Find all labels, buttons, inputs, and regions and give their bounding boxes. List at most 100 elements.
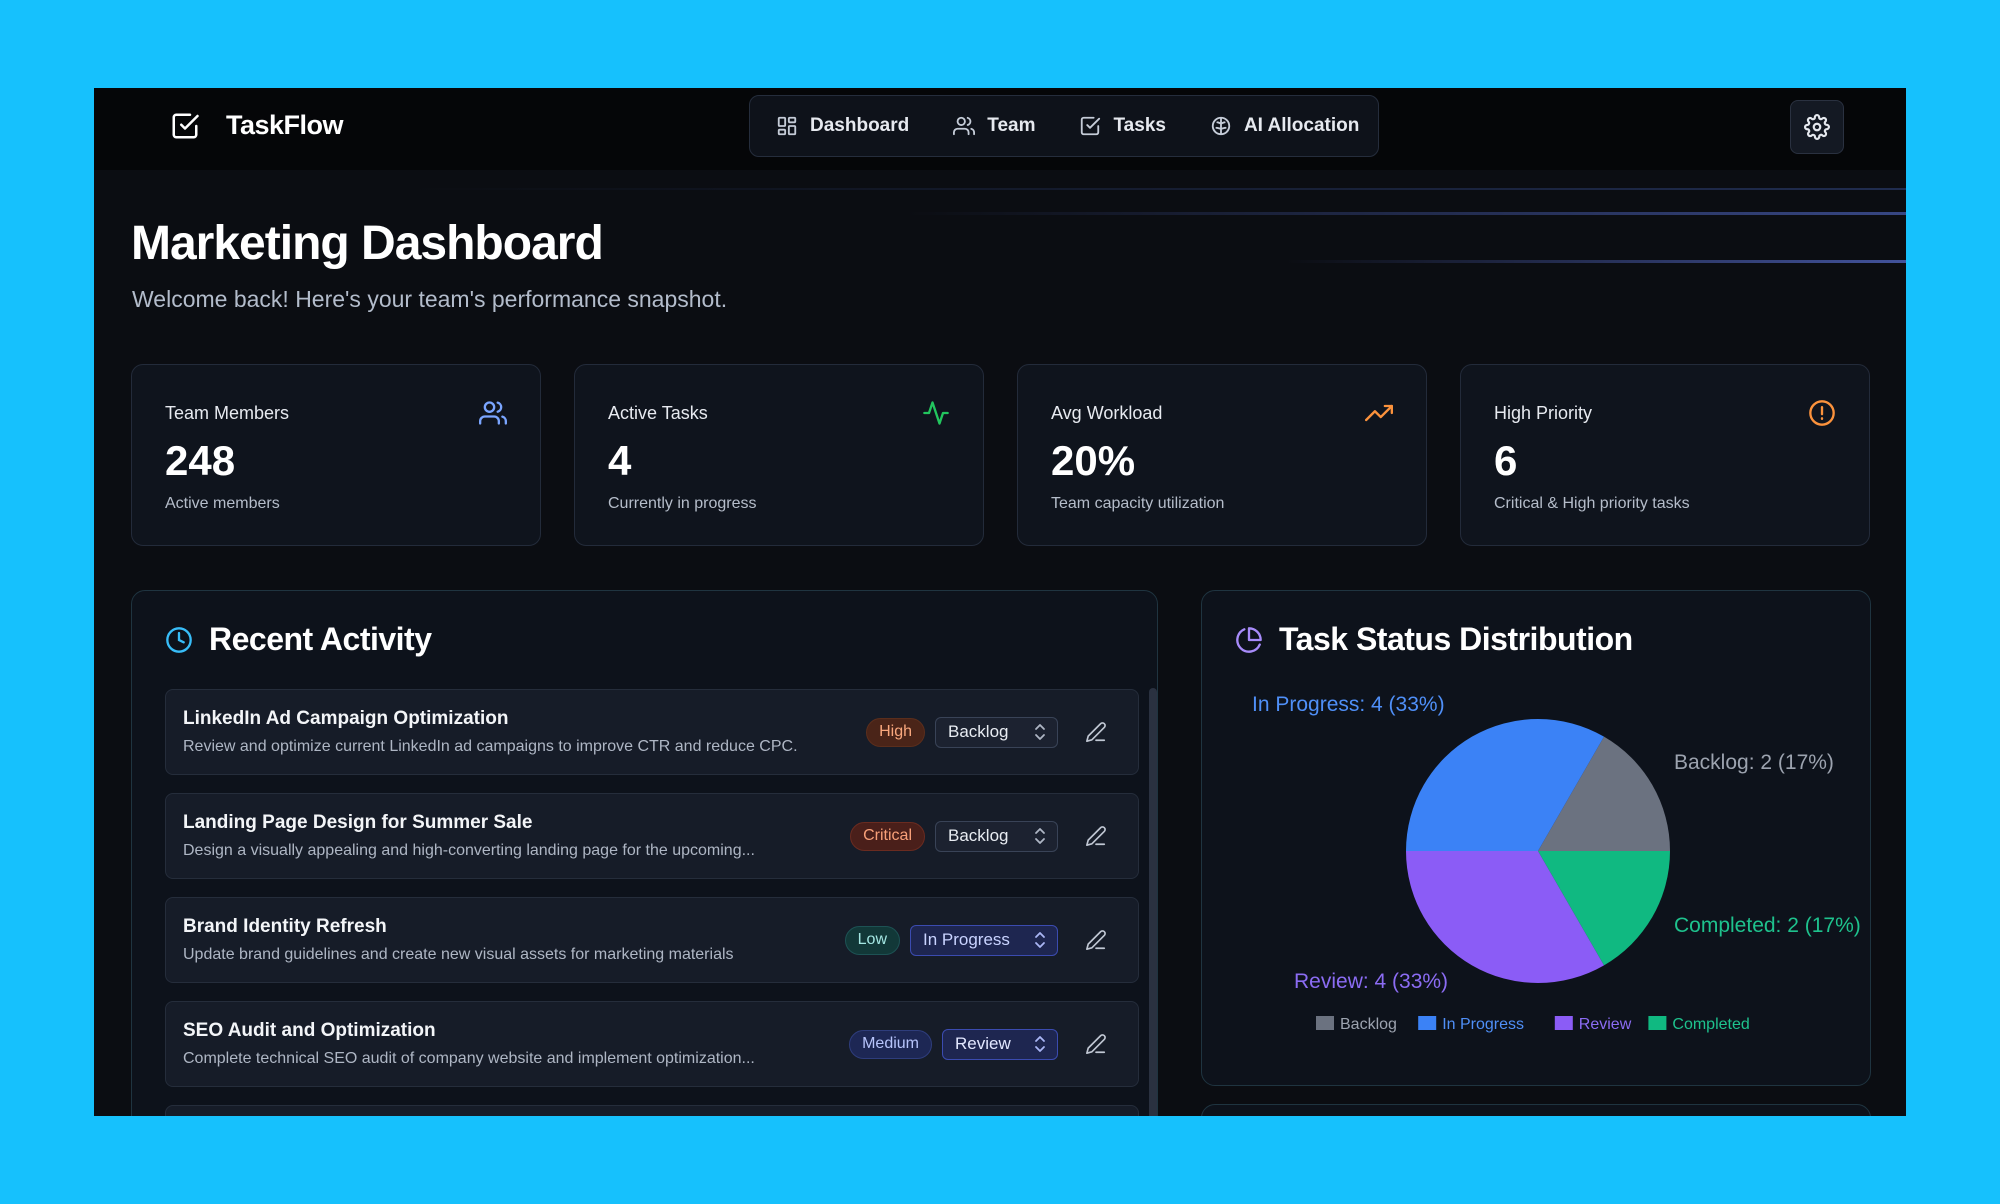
stat-card-avg-workload: Avg Workload 20% Team capacity utilizati… bbox=[1017, 364, 1427, 546]
nav-item-tasks[interactable]: Tasks bbox=[1079, 115, 1166, 137]
activity-description: Complete technical SEO audit of company … bbox=[183, 1050, 755, 1067]
task-status-panel: Task Status Distribution Backlog: 2 (17%… bbox=[1201, 590, 1871, 1086]
activity-controls: Medium Review bbox=[849, 1026, 1114, 1062]
pie-slice-in-progress[interactable] bbox=[1406, 719, 1604, 851]
activity-title: Landing Page Design for Summer Sale bbox=[183, 812, 533, 833]
check-square-logo-icon bbox=[172, 113, 199, 138]
legend-swatch bbox=[1554, 1016, 1573, 1030]
legend-label: Completed bbox=[1672, 1016, 1749, 1033]
secondary-panel bbox=[1201, 1104, 1871, 1116]
brand[interactable]: TaskFlow bbox=[170, 110, 344, 141]
legend-label: Backlog bbox=[1340, 1016, 1397, 1033]
activity-list: LinkedIn Ad Campaign Optimization Review… bbox=[165, 689, 1139, 1116]
chevrons-up-down-icon bbox=[1035, 932, 1045, 948]
clock-icon bbox=[166, 626, 192, 653]
stat-value: 20% bbox=[1051, 437, 1136, 484]
pie-label-review: Review: 4 (33%) bbox=[1294, 970, 1448, 993]
top-navbar: TaskFlow Dashboard Team Tasks AI Allocat… bbox=[94, 88, 1906, 170]
pencil-icon bbox=[1086, 826, 1106, 846]
nav-label: Team bbox=[987, 115, 1036, 136]
activity-description: Design a visually appealing and high-con… bbox=[183, 842, 755, 859]
users-icon bbox=[479, 401, 507, 425]
pie-label-in-progress: In Progress: 4 (33%) bbox=[1252, 693, 1445, 716]
trending-up-icon bbox=[1365, 404, 1393, 422]
activity-item[interactable]: LinkedIn Ad Campaign Optimization Review… bbox=[165, 689, 1139, 775]
edit-button[interactable] bbox=[1078, 714, 1114, 750]
pie-chart: Backlog: 2 (17%) In Progress: 4 (33%) Revi… bbox=[1252, 693, 1861, 1033]
activity-item[interactable] bbox=[165, 1105, 1139, 1116]
stat-label: Team Members bbox=[165, 403, 290, 423]
decorative-streak bbox=[1286, 260, 1906, 263]
panel-header: Recent Activity bbox=[165, 621, 432, 658]
stat-card-team-members: Team Members 248 Active members bbox=[131, 364, 541, 546]
activity-item[interactable]: SEO Audit and Optimization Complete tech… bbox=[165, 1001, 1139, 1087]
priority-badge: Critical bbox=[850, 821, 925, 851]
stat-value: 248 bbox=[165, 437, 236, 484]
pie-slice-review[interactable] bbox=[1406, 851, 1604, 983]
panel-header: Task Status Distribution bbox=[1235, 621, 1633, 658]
decorative-streak bbox=[906, 212, 1906, 215]
activity-title: Brand Identity Refresh bbox=[183, 916, 387, 937]
activity-controls: High Backlog bbox=[866, 714, 1114, 750]
edit-button[interactable] bbox=[1078, 1026, 1114, 1062]
nav-item-team[interactable]: Team bbox=[953, 115, 1035, 137]
legend-item-in-progress[interactable]: In Progress bbox=[1418, 1016, 1524, 1033]
dashboard-icon bbox=[777, 116, 797, 136]
chevrons-up-down-icon bbox=[1035, 1036, 1045, 1052]
settings-button[interactable] bbox=[1790, 100, 1844, 154]
nav-label: Tasks bbox=[1113, 115, 1166, 136]
activity-item[interactable]: Brand Identity Refresh Update brand guid… bbox=[165, 897, 1139, 983]
status-value: Backlog bbox=[948, 722, 1009, 741]
legend-label: In Progress bbox=[1442, 1016, 1524, 1033]
status-select[interactable]: Backlog bbox=[935, 716, 1058, 748]
users-icon bbox=[953, 116, 976, 136]
pie-label-backlog: Backlog: 2 (17%) bbox=[1674, 751, 1834, 774]
stat-label: Avg Workload bbox=[1051, 403, 1163, 423]
nav-item-ai-allocation[interactable]: AI Allocation bbox=[1210, 115, 1359, 137]
chevrons-up-down-icon bbox=[1035, 828, 1045, 844]
activity-description: Update brand guidelines and create new v… bbox=[183, 946, 734, 963]
edit-button[interactable] bbox=[1078, 922, 1114, 958]
pie-slice-completed[interactable] bbox=[1538, 851, 1670, 966]
panel-title: Task Status Distribution bbox=[1279, 621, 1633, 657]
activity-item[interactable]: Landing Page Design for Summer Sale Desi… bbox=[165, 793, 1139, 879]
activity-scrollbar[interactable] bbox=[1149, 688, 1157, 1116]
legend-swatch bbox=[1316, 1016, 1334, 1030]
status-value: In Progress bbox=[923, 930, 1010, 949]
app-window: TaskFlow Dashboard Team Tasks AI Allocat… bbox=[94, 88, 1906, 1116]
status-value: Review bbox=[955, 1034, 1011, 1053]
page-title: Marketing Dashboard bbox=[131, 217, 604, 270]
page-subtitle: Welcome back! Here's your team's perform… bbox=[132, 286, 728, 312]
activity-controls: Low In Progress bbox=[844, 922, 1114, 958]
priority-badge: High bbox=[866, 717, 925, 747]
stat-value: 4 bbox=[608, 437, 632, 484]
stat-note: Active members bbox=[165, 495, 280, 512]
edit-button[interactable] bbox=[1078, 818, 1114, 854]
main-nav: Dashboard Team Tasks AI Allocation bbox=[749, 95, 1379, 157]
status-value: Backlog bbox=[948, 826, 1009, 845]
nav-item-dashboard[interactable]: Dashboard bbox=[776, 115, 909, 137]
activity-icon bbox=[923, 401, 949, 425]
stat-note: Critical & High priority tasks bbox=[1494, 495, 1690, 512]
gear-icon bbox=[1804, 114, 1830, 140]
legend-swatch bbox=[1648, 1016, 1667, 1030]
activity-title: SEO Audit and Optimization bbox=[183, 1020, 436, 1041]
check-square-icon bbox=[1081, 116, 1101, 136]
legend-item-backlog[interactable]: Backlog bbox=[1316, 1016, 1397, 1033]
status-select[interactable]: Review bbox=[942, 1028, 1058, 1060]
stat-note: Currently in progress bbox=[608, 495, 757, 512]
activity-controls: Critical Backlog bbox=[850, 818, 1114, 854]
activity-description: Review and optimize current LinkedIn ad … bbox=[183, 738, 798, 755]
activity-title: LinkedIn Ad Campaign Optimization bbox=[183, 708, 509, 729]
status-select[interactable]: In Progress bbox=[910, 924, 1058, 956]
pie-chart-icon bbox=[1236, 626, 1262, 653]
pie-slice-backlog[interactable] bbox=[1538, 736, 1670, 851]
nav-label: AI Allocation bbox=[1243, 115, 1360, 136]
app-name: TaskFlow bbox=[226, 110, 344, 140]
status-select[interactable]: Backlog bbox=[935, 820, 1058, 852]
legend-item-completed[interactable]: Completed bbox=[1648, 1016, 1750, 1033]
stat-card-high-priority: High Priority 6 Critical & High priority… bbox=[1460, 364, 1870, 546]
priority-badge: Low bbox=[844, 925, 900, 955]
legend-item-review[interactable]: Review bbox=[1554, 1016, 1632, 1033]
stat-label: Active Tasks bbox=[608, 403, 708, 423]
